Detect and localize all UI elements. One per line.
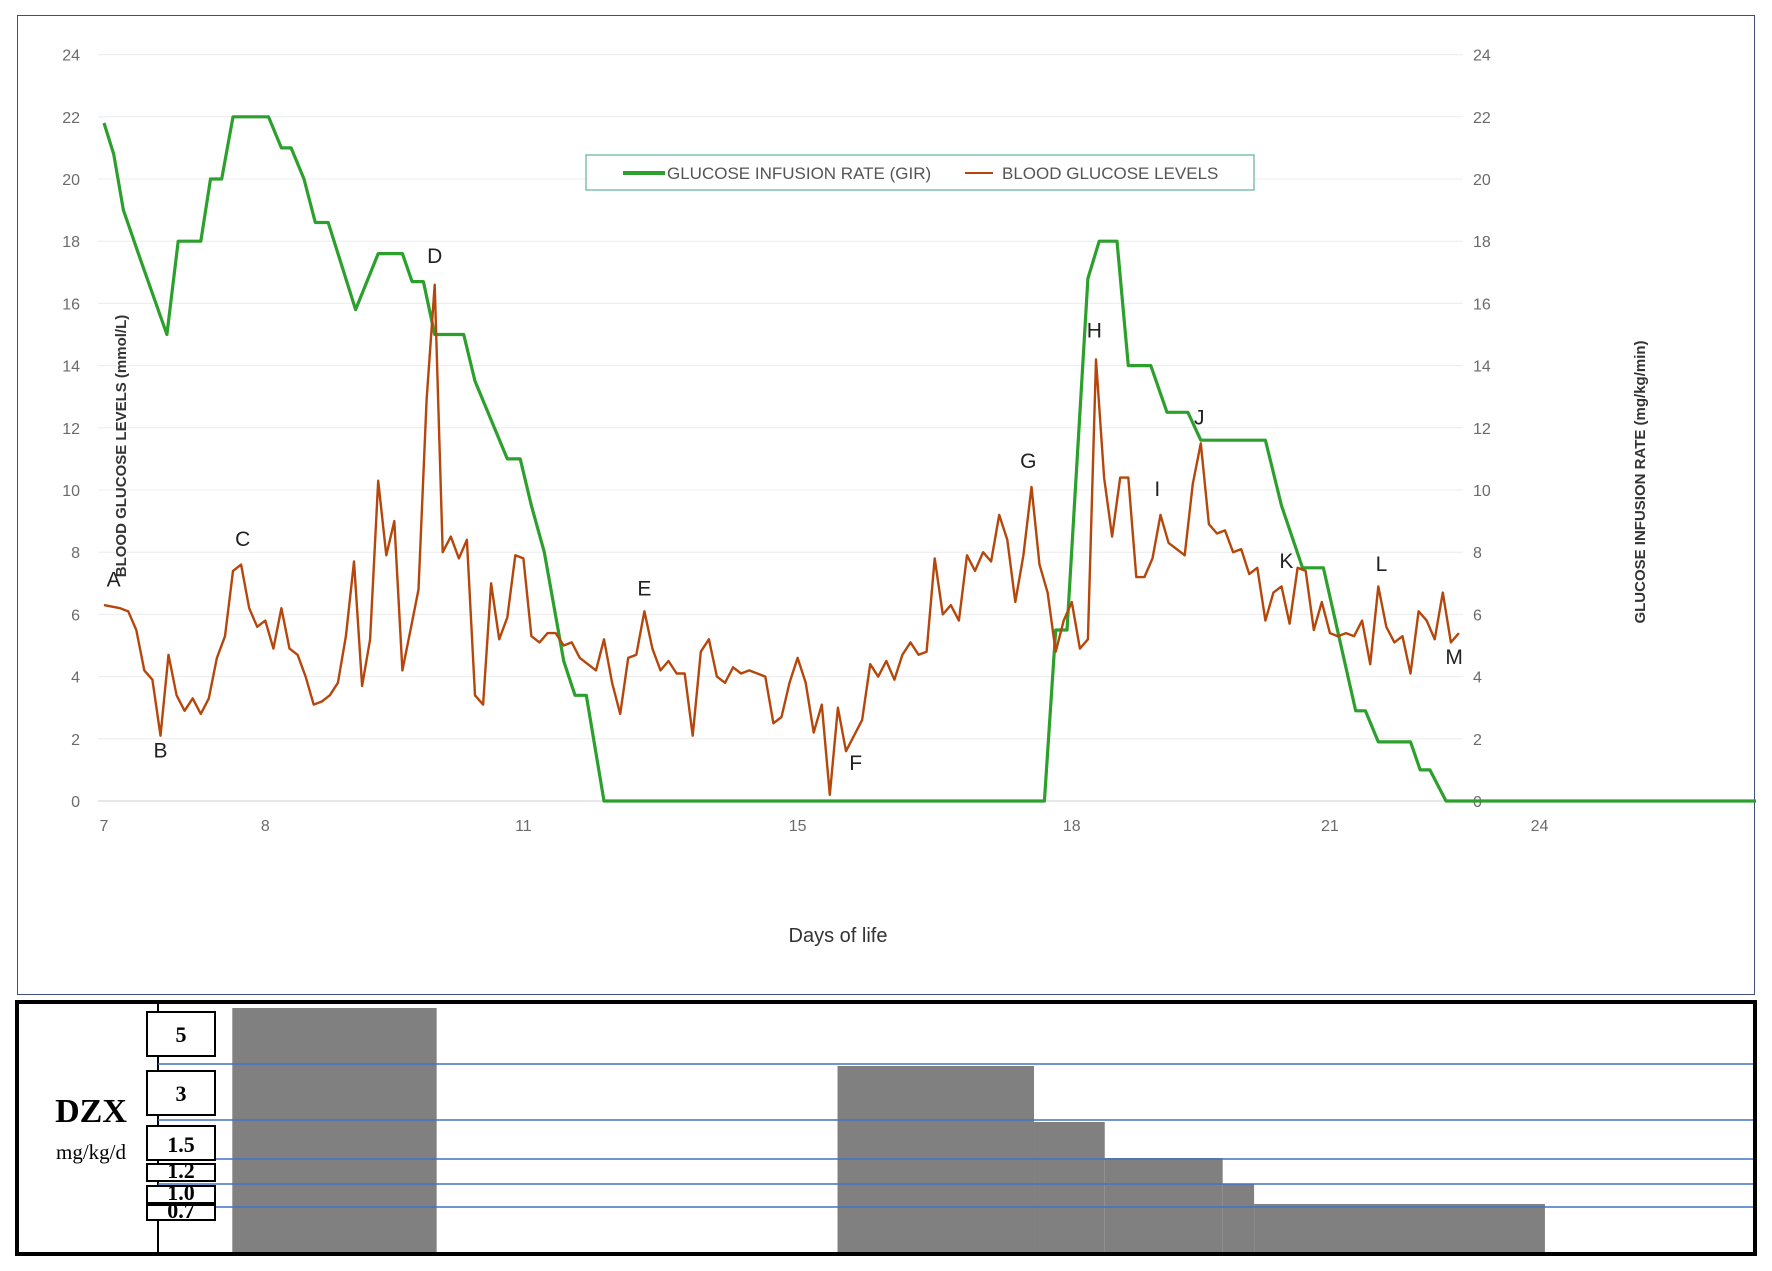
dzx-dose-level-label: 1.5 [167,1132,195,1157]
point-annotation: J [1194,407,1205,430]
annotation-layer: A B C D E F G H I J K L M [107,245,1463,775]
right-tick-label: 16 [1473,296,1491,313]
right-tick-label: 2 [1473,732,1482,749]
dzx-dose-levels: 5 3 1.51.21.00.7 [146,1011,216,1223]
legend-box [585,154,1255,191]
right-tick-label: 18 [1473,234,1491,251]
x-tick-label: 11 [515,818,532,835]
blood-glucose-series-line [103,283,1460,796]
x-tick-label: 15 [789,818,807,835]
right-tick-label: 10 [1473,483,1491,500]
dzx-dose-level-box [146,1163,216,1182]
dzx-dose-bar [1104,1158,1223,1252]
left-tick-label: 14 [62,359,80,376]
point-annotation: I [1154,478,1160,501]
point-annotation: K [1279,550,1293,573]
gir-series-line [102,115,1756,803]
dzx-dose-level-label: 3 [176,1081,187,1106]
dzx-dose-level-box [146,1070,216,1116]
point-annotation: A [107,568,121,591]
chart-frame: 0 2 4 6 8 10 12 14 16 18 20 22 24 0 2 4 6 8 10 12 14 16 18 20 2… [17,15,1756,995]
point-annotation: H [1087,320,1102,343]
x-tick-label: 7 [100,818,109,835]
point-annotation: L [1376,553,1388,576]
x-tick-label: 21 [1321,818,1339,835]
dzx-dose-level-box [146,1011,216,1057]
x-axis-title: Days of life [789,925,888,947]
left-tick-label: 20 [62,172,80,189]
left-tick-label: 18 [62,234,80,251]
right-tick-label: 14 [1473,359,1491,376]
dzx-dose-level-label: 5 [176,1022,187,1047]
right-tick-label: 22 [1473,110,1491,127]
right-tick-label: 4 [1473,670,1482,687]
left-tick-label: 8 [71,545,80,562]
dzx-dose-level-label: 1.0 [167,1180,195,1205]
point-annotation: C [235,528,250,551]
right-tick-label: 24 [1473,48,1491,65]
point-annotation: E [637,578,651,601]
left-tick-label: 6 [71,607,80,624]
dzx-grid [158,1063,1753,1208]
left-tick-label: 12 [62,421,80,438]
dzx-dose-level-box [146,1185,216,1204]
dzx-dose-level-box [146,1125,216,1161]
series-layer [102,115,1756,803]
right-tick-label: 6 [1473,607,1482,624]
point-annotation: B [153,739,167,762]
dzx-bars [232,1008,1545,1252]
left-tick-label: 10 [62,483,80,500]
point-annotation: G [1020,450,1036,473]
x-tick-label: 18 [1063,818,1081,835]
dzx-unit: mg/kg/d [56,1140,127,1164]
dzx-panel: DZX mg/kg/d 5 3 1.5 1.2 1.0 0.7 [15,1000,1757,1256]
right-axis-title: GLUCOSE INFUSION RATE (mg/kg/min) [1632,340,1649,623]
right-tick-label: 12 [1473,421,1491,438]
x-tick-label: 8 [261,818,270,835]
x-axis-ticks: 78111518212427 [100,818,1549,835]
dzx-dose-level-label: 1.2 [167,1158,195,1183]
legend: GLUCOSE INFUSION RATE (GIR) BLOOD GLUCOS… [585,154,1255,191]
dzx-title: DZX [55,1093,127,1130]
left-tick-label: 0 [71,794,80,811]
dzx-dose-chart: DZX mg/kg/d 5 3 1.51.21.00.7 [55,1004,1753,1252]
left-axis-title: BLOOD GLUCOSE LEVELS (mmol/L) [113,315,130,578]
grid-layer [98,54,1463,802]
left-tick-label: 16 [62,296,80,313]
dzx-dose-level-label: 0.7 [167,1198,195,1223]
dzx-dose-bar [1222,1184,1255,1252]
x-tick-label: 24 [1531,818,1549,835]
left-tick-label: 2 [71,732,80,749]
point-annotation: F [849,752,862,775]
dzx-dose-bar [232,1008,437,1252]
right-tick-label: 20 [1473,172,1491,189]
point-annotation: D [427,245,442,268]
dzx-dose-bar [1034,1122,1105,1252]
right-tick-label: 8 [1473,545,1482,562]
legend-bg-label: BLOOD GLUCOSE LEVELS [1002,164,1218,183]
left-tick-label: 24 [62,48,80,65]
left-tick-label: 4 [71,670,80,687]
dzx-dose-bar [1254,1204,1545,1252]
point-annotation: M [1445,646,1463,669]
legend-gir-label: GLUCOSE INFUSION RATE (GIR) [667,164,931,183]
left-tick-label: 22 [62,110,80,127]
dzx-dose-level-box [146,1204,216,1221]
